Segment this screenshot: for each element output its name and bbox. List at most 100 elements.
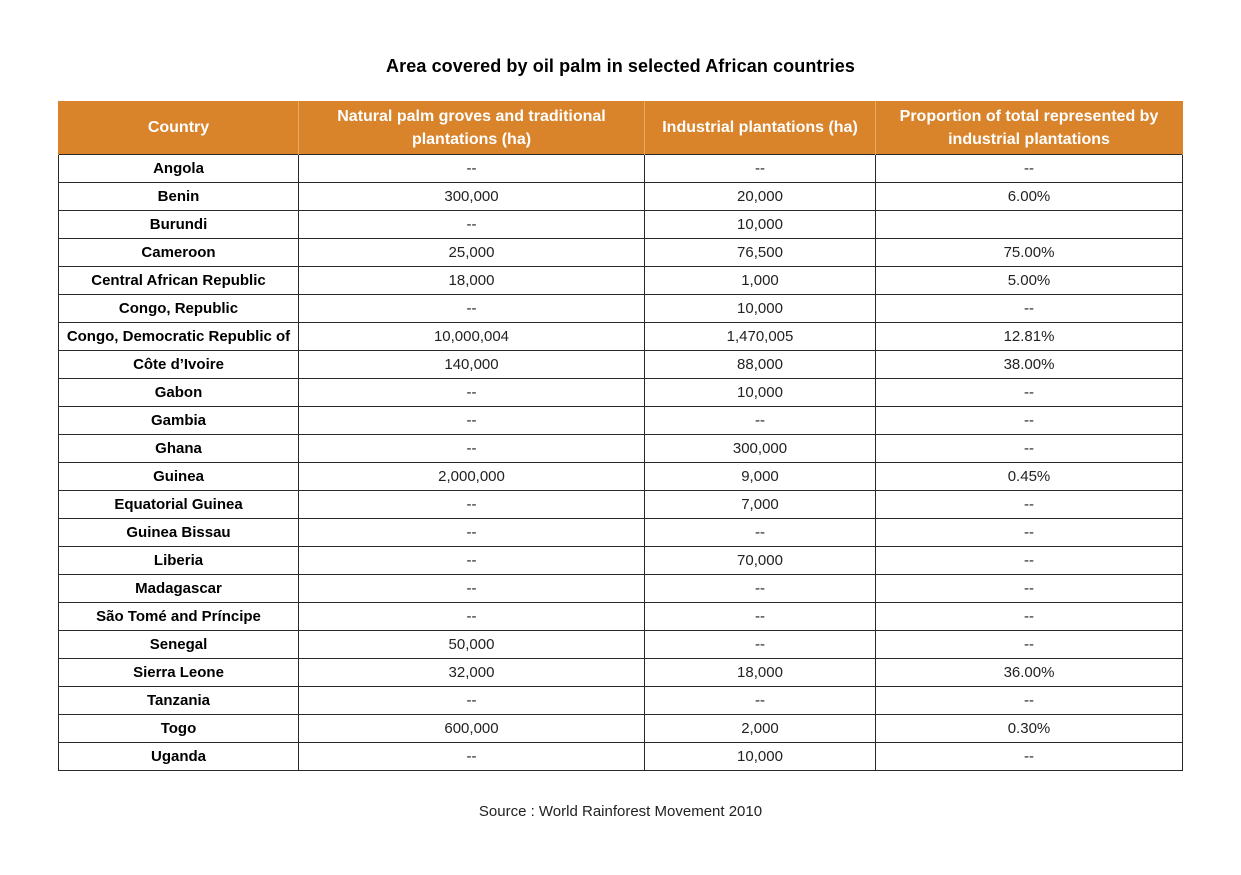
natural-groves-cell: 2,000,000 (298, 462, 645, 491)
industrial-plantations-cell: 76,500 (644, 238, 876, 267)
industrial-plantations-cell: 20,000 (644, 182, 876, 211)
country-cell: Madagascar (58, 574, 299, 603)
natural-groves-cell: -- (298, 406, 645, 435)
natural-groves-cell: 25,000 (298, 238, 645, 267)
proportion-cell: -- (875, 630, 1183, 659)
natural-groves-cell: 140,000 (298, 350, 645, 379)
proportion-cell: -- (875, 154, 1183, 183)
header-row: Country Natural palm groves and tradition… (58, 101, 1183, 155)
industrial-plantations-cell: -- (644, 602, 876, 631)
industrial-plantations-cell: 18,000 (644, 658, 876, 687)
country-cell: São Tomé and Príncipe (58, 602, 299, 631)
proportion-cell: 0.30% (875, 714, 1183, 743)
industrial-plantations-cell: -- (644, 406, 876, 435)
country-cell: Guinea (58, 462, 299, 491)
industrial-plantations-cell: 88,000 (644, 350, 876, 379)
natural-groves-cell: -- (298, 686, 645, 715)
natural-groves-cell: 50,000 (298, 630, 645, 659)
natural-groves-cell: 18,000 (298, 266, 645, 295)
table-row: Senegal 50,000 -- -- (58, 630, 1183, 659)
industrial-plantations-cell: 1,000 (644, 266, 876, 295)
country-cell: Gabon (58, 378, 299, 407)
table-row: Togo 600,000 2,000 0.30% (58, 714, 1183, 743)
table-row: Côte d’Ivoire 140,000 88,000 38.00% (58, 350, 1183, 379)
industrial-plantations-cell: 2,000 (644, 714, 876, 743)
proportion-cell: -- (875, 406, 1183, 435)
proportion-cell: -- (875, 434, 1183, 463)
table-row: Angola -- -- -- (58, 154, 1183, 183)
source-note: Source : World Rainforest Movement 2010 (478, 803, 763, 820)
table-row: Equatorial Guinea -- 7,000 -- (58, 490, 1183, 519)
country-cell: Equatorial Guinea (58, 490, 299, 519)
industrial-plantations-cell: 7,000 (644, 490, 876, 519)
country-cell: Central African Republic (58, 266, 299, 295)
natural-groves-cell: 10,000,004 (298, 322, 645, 351)
table-header: Country Natural palm groves and tradition… (58, 101, 1183, 155)
industrial-plantations-cell: 9,000 (644, 462, 876, 491)
oil-palm-table: Country Natural palm groves and tradition… (58, 101, 1183, 771)
country-cell: Uganda (58, 742, 299, 771)
industrial-plantations-cell: -- (644, 518, 876, 547)
industrial-plantations-cell: -- (644, 574, 876, 603)
table-row: Guinea Bissau -- -- -- (58, 518, 1183, 547)
natural-groves-cell: 32,000 (298, 658, 645, 687)
proportion-cell: -- (875, 686, 1183, 715)
table-title: Area covered by oil palm in selected Afr… (386, 56, 855, 76)
proportion-cell: -- (875, 742, 1183, 771)
proportion-cell: 36.00% (875, 658, 1183, 687)
column-header-natural-groves: Natural palm groves and traditional plan… (298, 101, 645, 155)
table-row: Gambia -- -- -- (58, 406, 1183, 435)
proportion-cell: -- (875, 546, 1183, 575)
country-cell: Congo, Republic (58, 294, 299, 323)
proportion-cell: -- (875, 518, 1183, 547)
column-header-country: Country (58, 101, 299, 155)
table-row: Ghana -- 300,000 -- (58, 434, 1183, 463)
industrial-plantations-cell: 10,000 (644, 378, 876, 407)
country-cell: Gambia (58, 406, 299, 435)
table-row: Tanzania -- -- -- (58, 686, 1183, 715)
table-row: Uganda -- 10,000 -- (58, 742, 1183, 771)
natural-groves-cell: 300,000 (298, 182, 645, 211)
table-row: São Tomé and Príncipe -- -- -- (58, 602, 1183, 631)
country-cell: Angola (58, 154, 299, 183)
proportion-cell: 6.00% (875, 182, 1183, 211)
natural-groves-cell: 600,000 (298, 714, 645, 743)
country-cell: Sierra Leone (58, 658, 299, 687)
natural-groves-cell: -- (298, 518, 645, 547)
proportion-cell: -- (875, 490, 1183, 519)
natural-groves-cell: -- (298, 574, 645, 603)
natural-groves-cell: -- (298, 546, 645, 575)
industrial-plantations-cell: 70,000 (644, 546, 876, 575)
industrial-plantations-cell: 10,000 (644, 742, 876, 771)
table-row: Congo, Republic -- 10,000 -- (58, 294, 1183, 323)
natural-groves-cell: -- (298, 742, 645, 771)
country-cell: Ghana (58, 434, 299, 463)
table-row: Burundi -- 10,000 (58, 210, 1183, 239)
industrial-plantations-cell: -- (644, 686, 876, 715)
proportion-cell (875, 210, 1183, 239)
table-row: Guinea 2,000,000 9,000 0.45% (58, 462, 1183, 491)
industrial-plantations-cell: 10,000 (644, 294, 876, 323)
column-header-industrial-proportion: Proportion of total represented by indus… (875, 101, 1183, 155)
proportion-cell: -- (875, 378, 1183, 407)
industrial-plantations-cell: -- (644, 154, 876, 183)
country-cell: Benin (58, 182, 299, 211)
table-row: Liberia -- 70,000 -- (58, 546, 1183, 575)
proportion-cell: -- (875, 294, 1183, 323)
industrial-plantations-cell: -- (644, 630, 876, 659)
country-cell: Senegal (58, 630, 299, 659)
country-cell: Congo, Democratic Republic of (58, 322, 299, 351)
table-row: Madagascar -- -- -- (58, 574, 1183, 603)
proportion-cell: 38.00% (875, 350, 1183, 379)
country-cell: Togo (58, 714, 299, 743)
country-cell: Tanzania (58, 686, 299, 715)
natural-groves-cell: -- (298, 154, 645, 183)
country-cell: Guinea Bissau (58, 518, 299, 547)
natural-groves-cell: -- (298, 378, 645, 407)
table-row: Benin 300,000 20,000 6.00% (58, 182, 1183, 211)
proportion-cell: -- (875, 602, 1183, 631)
country-cell: Côte d’Ivoire (58, 350, 299, 379)
column-header-industrial-plantations: Industrial plantations (ha) (644, 101, 876, 155)
table-body: Angola -- -- -- Benin 300,000 20,000 6.00% Burun… (58, 154, 1183, 771)
natural-groves-cell: -- (298, 294, 645, 323)
